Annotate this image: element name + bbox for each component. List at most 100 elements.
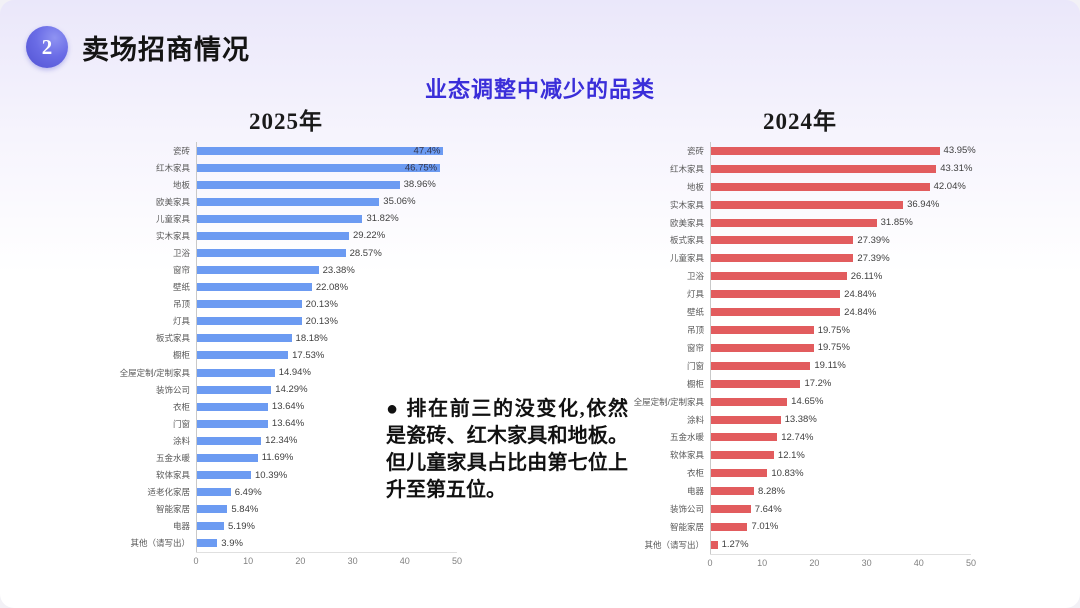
value-label: 35.06% [383, 196, 416, 208]
category-label: 衣柜 [172, 401, 190, 412]
bar-track: 7.64% [710, 500, 971, 519]
bar-track: 20.13% [196, 312, 457, 330]
category-label: 红木家具 [669, 163, 704, 174]
value-label: 36.94% [907, 199, 940, 211]
value-label: 19.11% [814, 360, 846, 372]
bar-track: 20.13% [196, 295, 457, 313]
value-label: 7.64% [754, 503, 782, 515]
category-label: 板式家具 [155, 333, 190, 344]
bar [197, 402, 268, 411]
annotation-text: ● 排在前三的没变化,依然是瓷砖、红木家具和地板。但儿童家具占比由第七位上升至第… [386, 398, 628, 501]
value-label: 7.01% [751, 521, 779, 533]
bar-row: 窗帘 19.75% [624, 338, 976, 357]
bar [711, 254, 854, 263]
bar-track: 38.96% [196, 176, 457, 194]
category-label: 瓷砖 [172, 145, 190, 156]
bar-track: 46.75% [196, 159, 457, 177]
category-label: 其他（请写出） [130, 538, 190, 549]
bar [197, 231, 349, 240]
chart-title-2024: 2024年 [763, 109, 837, 134]
bar-row: 儿童家具 27.39% [624, 249, 976, 268]
x-tick-label: 20 [809, 558, 820, 568]
bar-row: 壁纸 22.08% [110, 278, 462, 296]
category-label: 卫浴 [172, 248, 190, 258]
bar-row: 软体家具 10.39% [110, 466, 462, 484]
x-tick-label: 40 [913, 558, 924, 568]
category-label: 壁纸 [686, 307, 704, 318]
value-label: 31.82% [366, 213, 399, 225]
bar-row: 智能家居 7.01% [624, 518, 976, 536]
bar [711, 487, 755, 496]
bar-track: 35.06% [196, 193, 457, 211]
bar [197, 180, 400, 189]
bar-row: 装饰公司 14.29% [110, 381, 462, 399]
category-label: 橱柜 [686, 378, 704, 389]
bar-track: 11.69% [196, 449, 457, 467]
chart-2024: 2024年 瓷砖 43.95% 红木家具 43.31% 地板 42.04% 实木家具 36.9… [624, 102, 976, 571]
bar-track: 17.53% [196, 346, 457, 365]
bar-row: 涂料 13.38% [624, 410, 976, 429]
category-label: 实木家具 [155, 230, 190, 241]
value-label: 14.29% [275, 384, 308, 396]
category-label: 瓷砖 [686, 145, 704, 156]
bar [711, 164, 937, 173]
bar [711, 290, 841, 299]
category-label: 智能家居 [155, 504, 190, 515]
bar-track: 27.39% [710, 249, 971, 268]
bar [197, 351, 289, 360]
value-label: 14.65% [791, 396, 824, 408]
value-label: 13.64% [271, 401, 305, 413]
bar-track: 19.11% [710, 356, 971, 375]
x-tick-label: 10 [243, 556, 254, 566]
value-label: 23.38% [322, 264, 355, 276]
bar-row: 儿童家具 31.82% [110, 210, 462, 228]
bar-row: 电器 5.19% [110, 517, 462, 535]
bar [197, 283, 312, 292]
bar-row: 红木家具 43.31% [624, 159, 976, 178]
chart-rows: 瓷砖 43.95% 红木家具 43.31% 地板 42.04% 实木家具 36.94% 欧美家具… [624, 142, 976, 554]
category-label: 窗帘 [686, 342, 704, 353]
bar [711, 505, 751, 514]
value-label: 26.11% [850, 270, 883, 282]
bar [711, 146, 940, 155]
bar-track: 12.74% [710, 428, 971, 447]
value-label: 13.38% [784, 414, 817, 426]
category-label: 软体家具 [155, 470, 190, 481]
bar-row: 涂料 12.34% [110, 432, 462, 450]
value-label: 42.04% [933, 181, 966, 193]
bar-track: 29.22% [196, 227, 457, 245]
page-title: 业态调整中减少的品类 [424, 77, 655, 102]
bar-track: 43.31% [710, 159, 972, 178]
bar-track: 19.75% [710, 321, 971, 339]
category-label: 装饰公司 [155, 384, 190, 395]
category-label: 全屋定制/定制家具 [119, 367, 190, 378]
bar-track: 6.49% [196, 483, 457, 501]
bar-track: 12.1% [710, 446, 971, 465]
bar-row: 其他（请写出） 3.9% [110, 534, 462, 552]
bar [197, 300, 302, 309]
category-label: 灯具 [172, 316, 190, 327]
slide-header: 2 卖场招商情况 [26, 26, 250, 68]
bar-row: 瓷砖 43.95% [624, 142, 976, 160]
category-label: 衣柜 [686, 468, 704, 479]
bar-row: 板式家具 18.18% [110, 329, 462, 347]
bar [711, 200, 904, 209]
bar [711, 343, 814, 352]
bar-track: 3.9% [196, 534, 457, 552]
bar [711, 415, 781, 424]
category-label: 门窗 [686, 360, 704, 371]
bar-row: 实木家具 36.94% [624, 195, 976, 214]
x-tick-label: 50 [451, 556, 463, 566]
bar: 46.75% [197, 162, 441, 173]
x-tick-label: 30 [861, 558, 872, 568]
value-label: 14.94% [278, 367, 311, 379]
value-label: 12.34% [265, 435, 298, 447]
bar [197, 522, 224, 531]
bar-track: 14.29% [196, 381, 457, 399]
bar-row: 装饰公司 7.64% [624, 500, 976, 519]
bar-track: 26.11% [710, 267, 971, 286]
bar-row: 衣柜 10.83% [624, 464, 976, 483]
value-label: 17.53% [292, 349, 325, 361]
value-label: 19.75% [817, 324, 850, 336]
